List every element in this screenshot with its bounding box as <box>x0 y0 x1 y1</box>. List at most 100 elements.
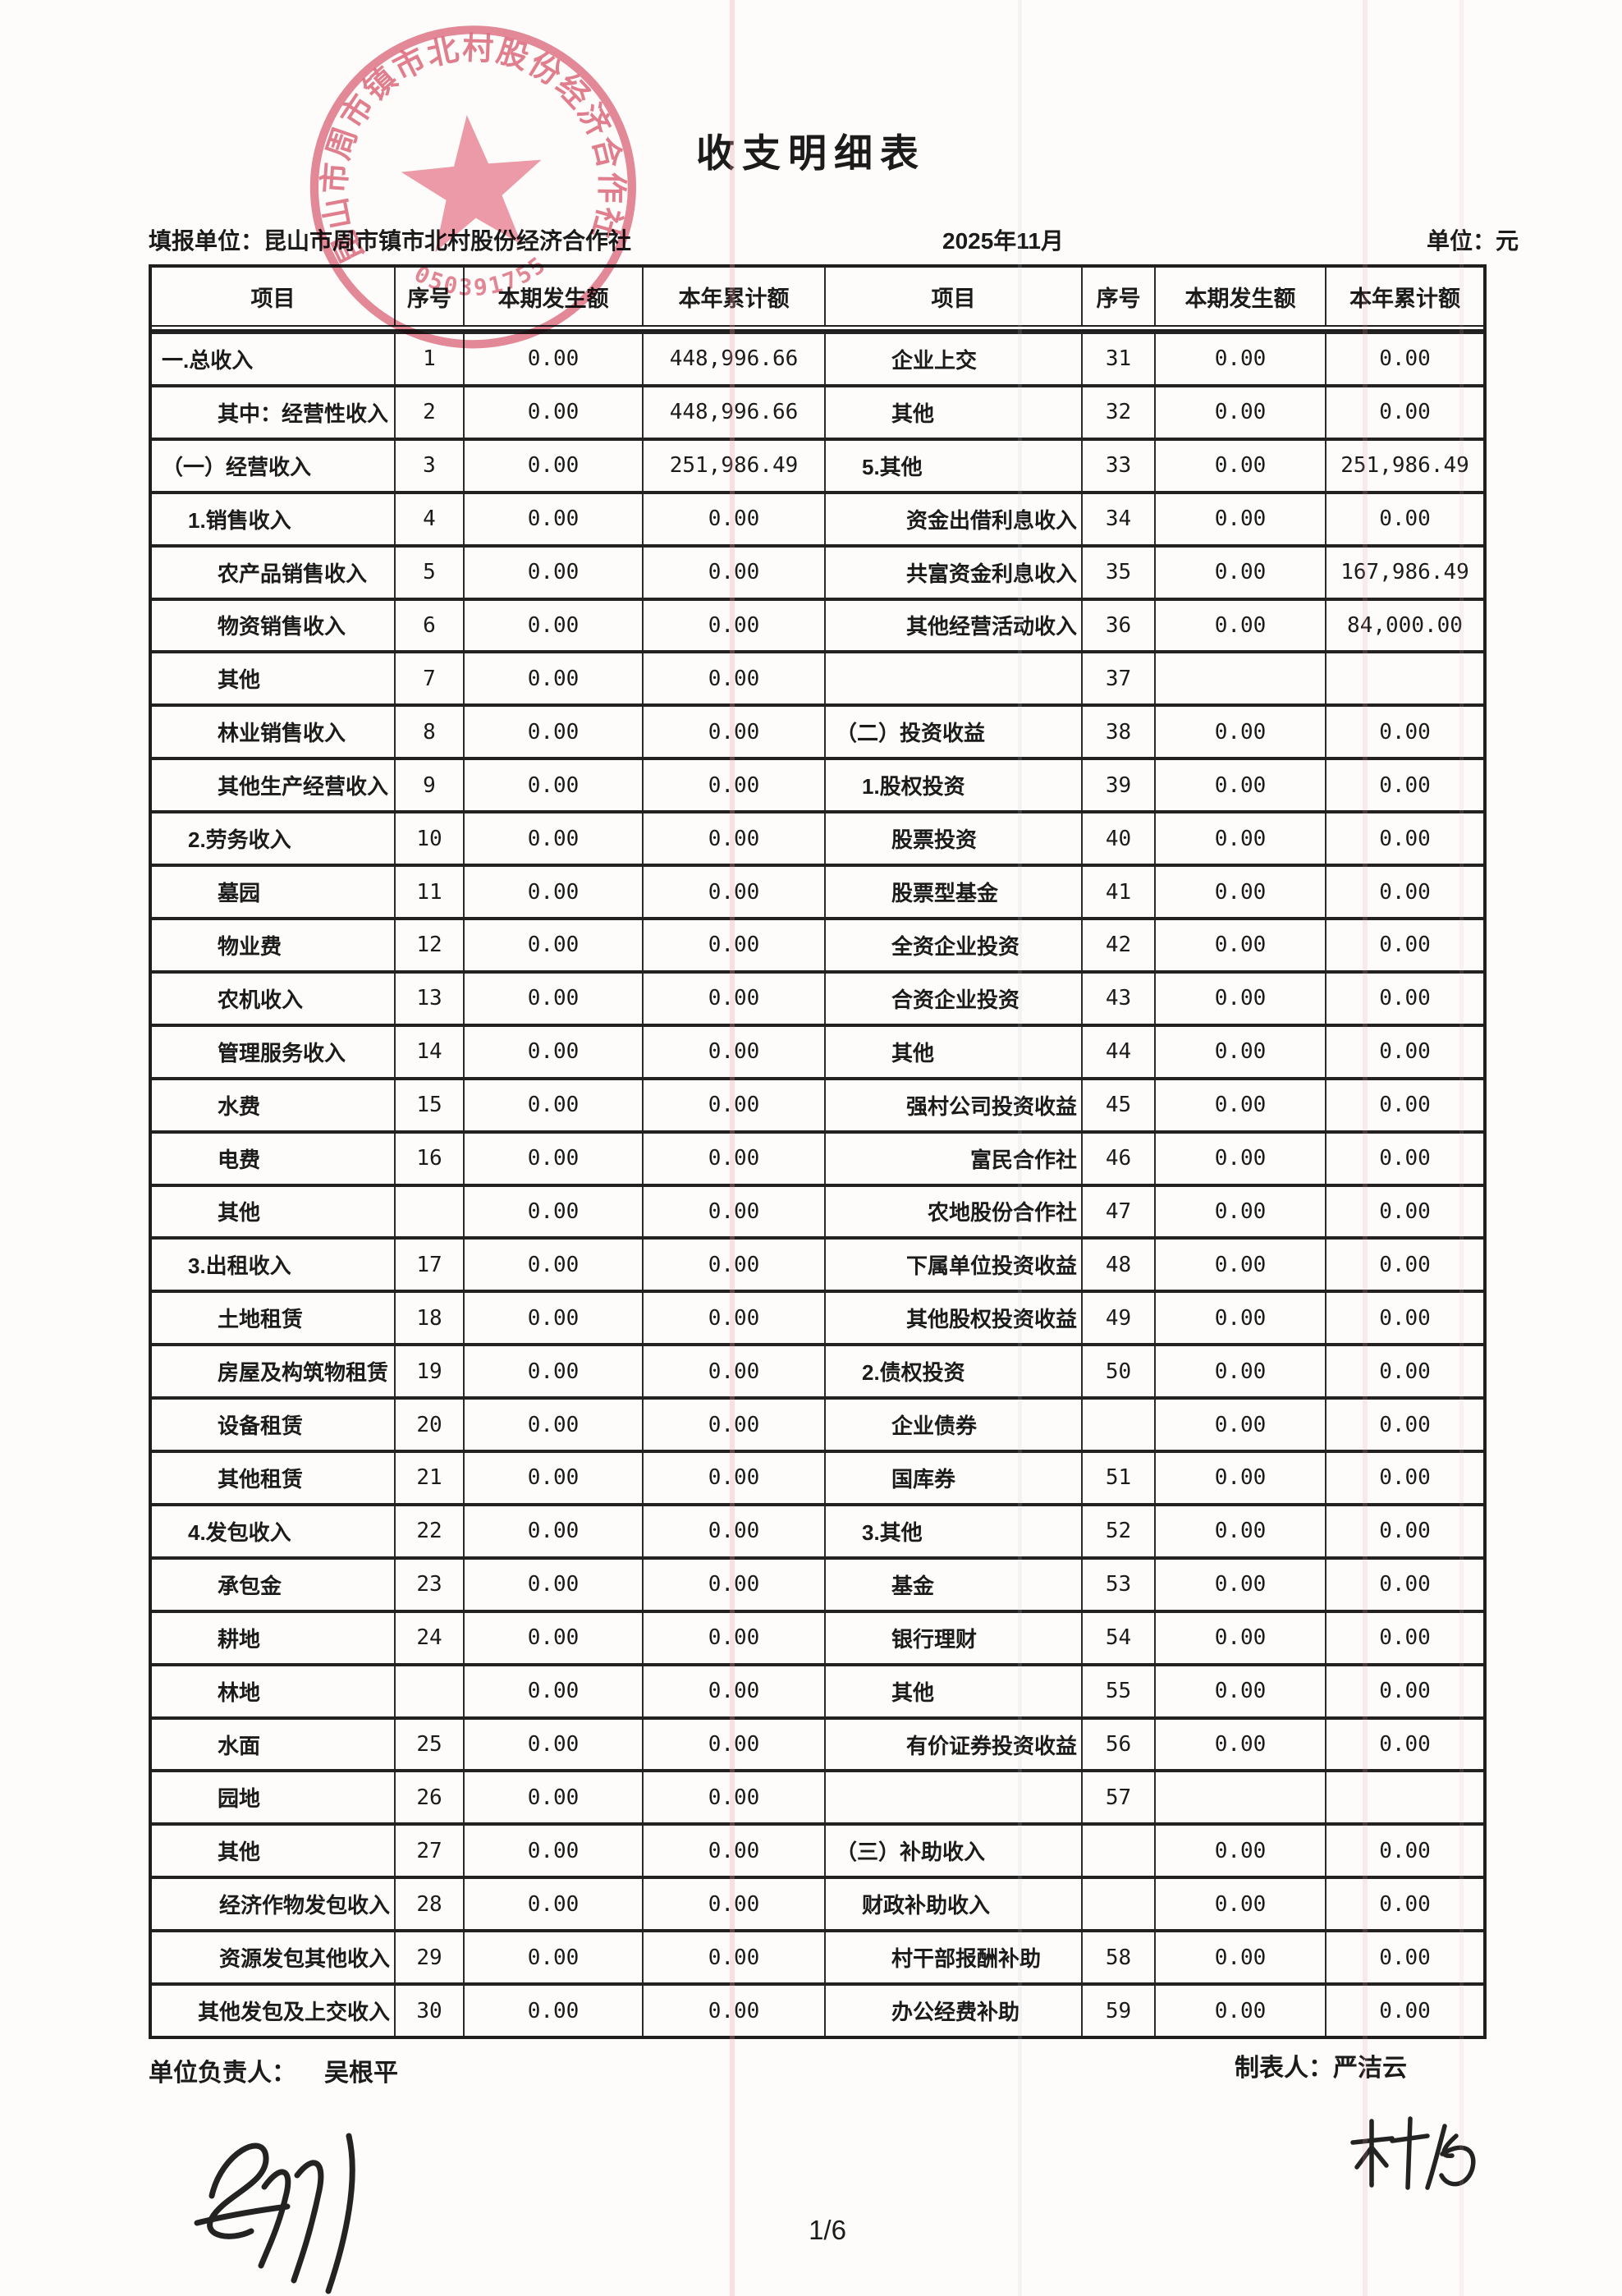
current-amount-cell: 0.00 <box>1156 1559 1326 1610</box>
current-amount-cell: 0.00 <box>1156 813 1326 864</box>
current-amount-cell: 0.00 <box>465 600 644 651</box>
seq-cell: 33 <box>1083 440 1156 491</box>
current-amount-cell: 0.00 <box>465 1453 644 1503</box>
table-row: 电费 16 0.00 0.00 富民合作社 46 0.00 0.00 <box>152 1130 1483 1184</box>
ytd-amount-cell: 0.00 <box>1379 506 1431 532</box>
current-amount-cell: 0.00 <box>1156 760 1326 811</box>
current-amount-cell: 0.00 <box>1156 1932 1326 1983</box>
ytd-amount-cell: 0.00 <box>644 1986 826 2036</box>
seq-cell <box>1083 1400 1156 1450</box>
seq-cell: 22 <box>396 1505 465 1556</box>
current-amount-cell: 0.00 <box>465 1133 644 1184</box>
table-row: 其他 27 0.00 0.00 （三）补助收入 0.00 0.00 <box>152 1822 1483 1877</box>
header-seq-right: 序号 <box>1083 268 1156 325</box>
current-amount-cell: 0.00 <box>1156 707 1326 758</box>
current-amount-cell: 0.00 <box>465 1986 644 2036</box>
item-cell: （一）经营收入 <box>152 440 396 491</box>
seq-cell: 4 <box>396 493 465 544</box>
seq-cell: 59 <box>1083 1986 1156 2036</box>
current-amount-cell: 0.00 <box>465 1772 644 1823</box>
item-cell: 其他发包及上交收入 <box>152 1986 396 2036</box>
seq-cell: 55 <box>1083 1666 1156 1716</box>
seq-cell: 17 <box>396 1240 465 1290</box>
ytd-amount-cell: 0.00 <box>644 1133 826 1184</box>
item-cell: 基金 <box>826 1559 1083 1610</box>
ytd-amount-cell: 0.00 <box>644 1453 826 1503</box>
seq-cell: 45 <box>1083 1079 1156 1130</box>
ytd-amount-cell: 0.00 <box>1379 1998 1431 2023</box>
table-row: 园地 26 0.00 0.00 57 <box>152 1769 1483 1823</box>
ytd-amount-cell: 0.00 <box>1379 1732 1431 1758</box>
seq-cell: 31 <box>1083 334 1156 384</box>
seq-cell: 12 <box>396 919 465 970</box>
current-amount-cell: 0.00 <box>1156 1400 1326 1450</box>
header-ytd-right: 本年累计额 <box>1349 286 1460 311</box>
ytd-amount-cell: 0.00 <box>1379 1198 1431 1224</box>
header-seq-left: 序号 <box>396 268 465 325</box>
seq-cell: 46 <box>1083 1133 1156 1184</box>
ytd-amount-cell: 0.00 <box>644 1879 826 1930</box>
item-cell: 其他 <box>826 1026 1083 1077</box>
seq-cell: 52 <box>1083 1505 1156 1556</box>
seq-cell: 9 <box>396 760 465 811</box>
seq-cell: 20 <box>396 1400 465 1450</box>
seq-cell: 54 <box>1083 1612 1156 1663</box>
ytd-amount-cell: 0.00 <box>1379 1465 1431 1491</box>
current-amount-cell: 0.00 <box>1156 867 1326 917</box>
ytd-amount-cell: 0.00 <box>644 1293 826 1344</box>
current-amount-cell: 0.00 <box>1156 1133 1326 1184</box>
item-cell: 林业销售收入 <box>152 707 396 758</box>
current-amount-cell: 0.00 <box>1156 1186 1326 1237</box>
seq-cell: 24 <box>396 1612 465 1663</box>
ytd-amount-cell: 0.00 <box>1379 1093 1431 1118</box>
current-amount-cell: 0.00 <box>465 493 644 544</box>
ytd-amount-cell: 0.00 <box>1379 826 1431 851</box>
item-cell: 物业费 <box>152 919 396 970</box>
seq-cell: 34 <box>1083 493 1156 544</box>
item-cell: 共富资金利息收入 <box>826 547 1083 598</box>
ytd-amount-cell: 0.00 <box>1379 1359 1431 1384</box>
table-row: 土地租赁 18 0.00 0.00 其他股权投资收益 49 0.00 0.00 <box>152 1290 1483 1344</box>
item-cell: 4.发包收入 <box>152 1505 396 1556</box>
current-amount-cell: 0.00 <box>1156 1293 1326 1344</box>
current-amount-cell: 0.00 <box>465 919 644 970</box>
seq-cell: 50 <box>1083 1346 1156 1397</box>
current-amount-cell: 0.00 <box>1156 1240 1326 1290</box>
unit-responsible-line: 单位负责人： 吴根平 <box>149 2052 398 2088</box>
ytd-amount-cell: 0.00 <box>1379 1838 1431 1863</box>
ytd-amount-cell: 0.00 <box>644 760 826 811</box>
ytd-amount-cell: 0.00 <box>644 1719 826 1770</box>
current-amount-cell: 0.00 <box>465 1293 644 1344</box>
seq-cell: 13 <box>396 973 465 1024</box>
table-row: （一）经营收入 3 0.00 251,986.49 5.其他 33 0.00 251,986.… <box>152 437 1483 491</box>
item-cell: 银行理财 <box>826 1612 1083 1663</box>
seq-cell: 29 <box>396 1932 465 1983</box>
current-amount-cell: 0.00 <box>1156 1612 1326 1663</box>
current-amount-cell: 0.00 <box>465 760 644 811</box>
ytd-amount-cell: 0.00 <box>1379 879 1431 905</box>
ytd-amount-cell: 0.00 <box>644 1612 826 1663</box>
report-unit-value: 昆山市周市镇市北村股份经济合作社 <box>263 228 632 254</box>
item-cell: 经济作物发包收入 <box>152 1879 396 1930</box>
ytd-amount-cell: 0.00 <box>1379 1572 1431 1597</box>
ytd-amount-cell: 0.00 <box>644 1505 826 1556</box>
current-amount-cell: 0.00 <box>465 973 644 1024</box>
current-amount-cell <box>1156 1772 1326 1823</box>
item-cell: 林地 <box>152 1666 396 1716</box>
ytd-amount-cell: 0.00 <box>1379 1305 1431 1331</box>
seq-cell: 15 <box>396 1079 465 1130</box>
ytd-amount-cell: 0.00 <box>644 1666 826 1716</box>
seq-cell: 2 <box>396 387 465 438</box>
ytd-amount-cell: 251,986.49 <box>1340 453 1469 479</box>
ytd-amount-cell: 0.00 <box>1379 1891 1431 1917</box>
ytd-amount-cell: 448,996.66 <box>644 334 826 384</box>
seq-cell: 57 <box>1083 1772 1156 1823</box>
preparer-line: 制表人：严洁云 <box>1235 2047 1407 2083</box>
seq-cell: 56 <box>1083 1719 1156 1770</box>
seq-cell: 23 <box>396 1559 465 1610</box>
current-amount-cell: 0.00 <box>465 1079 644 1130</box>
seq-cell: 58 <box>1083 1932 1156 1983</box>
table-row: 3.出租收入 17 0.00 0.00 下属单位投资收益 48 0.00 0.00 <box>152 1236 1483 1290</box>
ytd-amount-cell: 0.00 <box>644 1932 826 1983</box>
